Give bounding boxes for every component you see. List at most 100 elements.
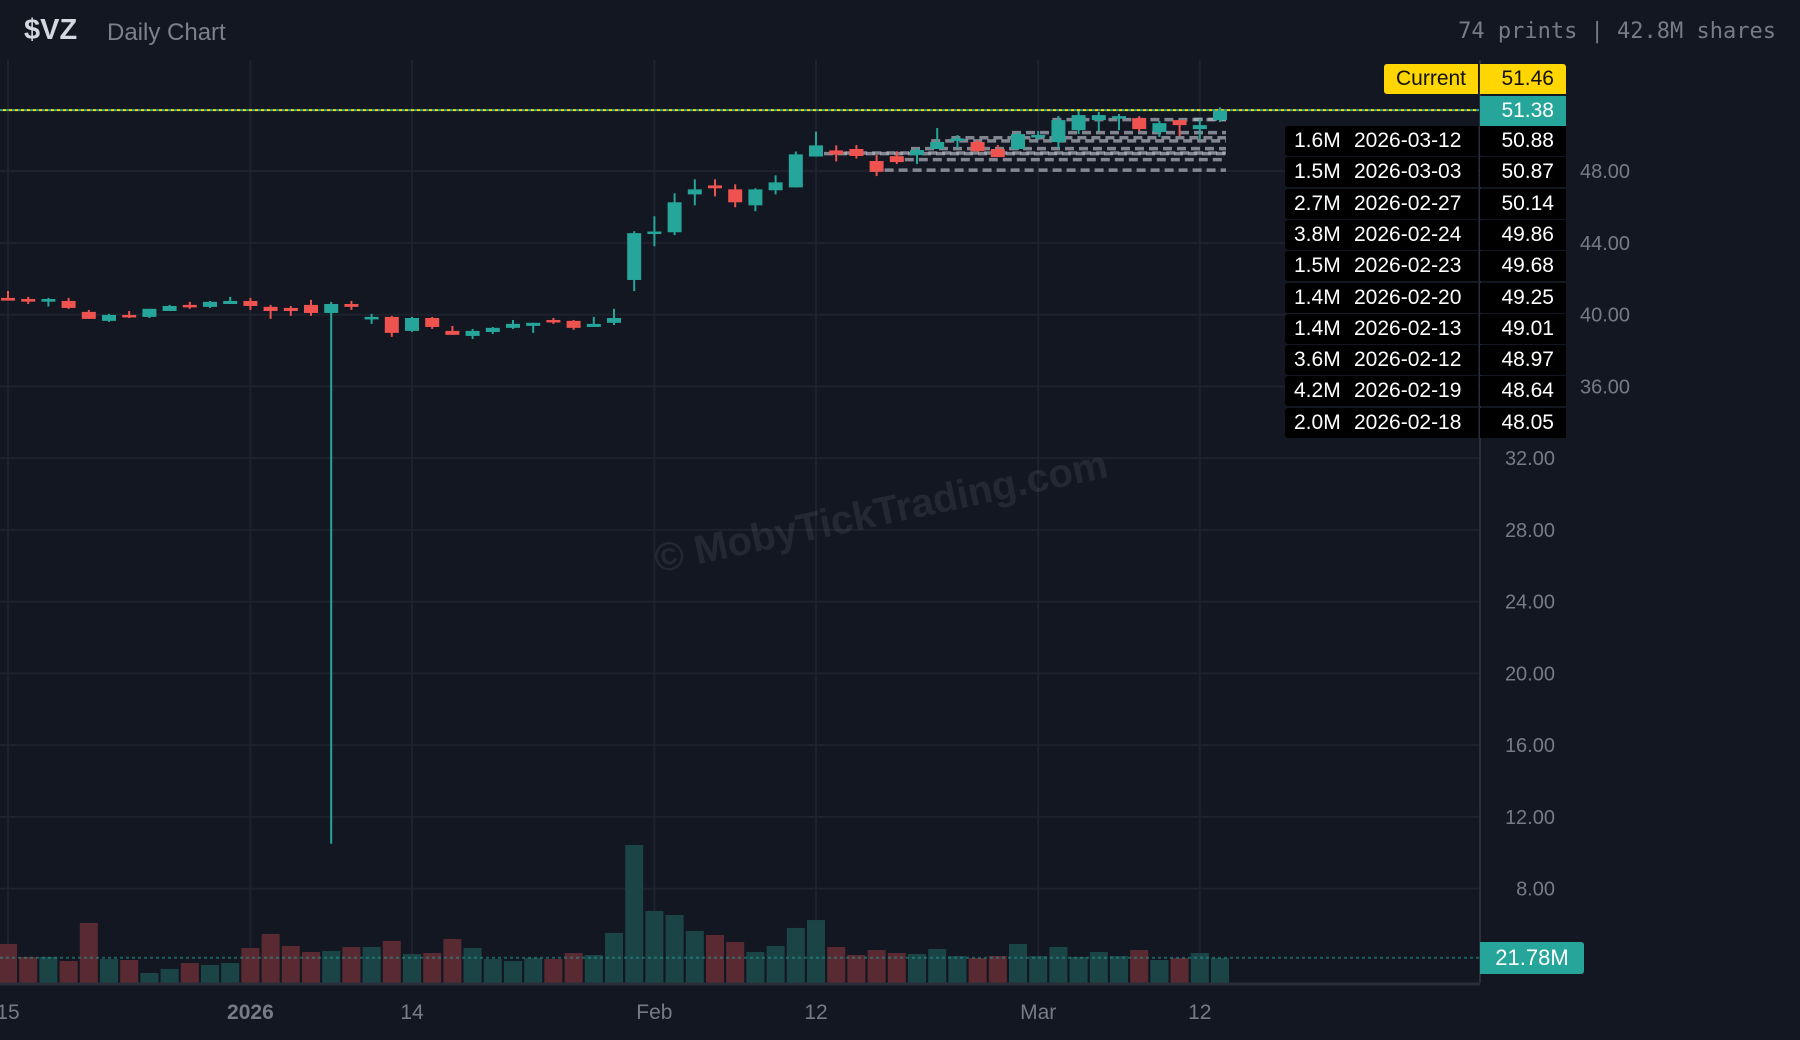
print-row: 1.5M 2026-03-03	[1285, 157, 1478, 188]
print-price: 49.68	[1480, 251, 1566, 282]
candle-body	[768, 182, 783, 191]
candle	[788, 151, 803, 188]
candle-body	[1172, 120, 1187, 126]
candle	[1112, 114, 1126, 131]
print-price: 50.14	[1480, 188, 1566, 219]
volume-bar	[766, 945, 785, 983]
current-price-label: Current	[1384, 64, 1478, 94]
candle-body	[122, 314, 137, 318]
candles	[1, 107, 1227, 844]
candle	[647, 216, 662, 247]
print-date: 2026-02-18	[1354, 410, 1462, 434]
candle	[910, 148, 924, 165]
price-tick-label: 8.00	[1516, 879, 1555, 901]
candle	[748, 188, 763, 212]
print-row: 2.0M 2026-02-18	[1285, 407, 1478, 438]
volume-bar	[160, 968, 179, 983]
candle	[889, 151, 904, 165]
volume-bar	[382, 940, 401, 983]
price-tick-label: 16.00	[1505, 735, 1555, 757]
candle	[950, 135, 965, 149]
candle-body	[506, 323, 520, 328]
volume-bar	[1069, 956, 1088, 983]
prints-summary: 74 prints | 42.8M shares	[1458, 19, 1776, 44]
volume-bar	[504, 961, 522, 983]
candle-body	[344, 303, 359, 307]
price-tick-label: 48.00	[1580, 161, 1630, 183]
candle-body	[162, 305, 177, 311]
candle	[223, 296, 238, 304]
candle	[364, 313, 379, 324]
candle-body	[607, 317, 621, 323]
volume-bar	[362, 946, 381, 983]
print-size: 4.2M	[1294, 379, 1341, 403]
candle-body	[41, 298, 56, 302]
price-tick-label: 44.00	[1580, 233, 1630, 255]
candle	[869, 155, 884, 177]
candle	[81, 309, 96, 319]
print-date: 2026-02-20	[1354, 285, 1462, 309]
candle-body	[384, 316, 399, 333]
volume-bar	[140, 973, 159, 983]
candle	[990, 145, 1005, 158]
print-row: 3.8M 2026-02-24	[1285, 219, 1478, 250]
volume-bar	[39, 956, 58, 983]
candle-body	[1192, 125, 1207, 130]
print-date: 2026-03-12	[1354, 129, 1462, 152]
candle-body	[1112, 116, 1126, 119]
print-price: 50.88	[1480, 126, 1566, 156]
print-price: 48.64	[1480, 376, 1566, 407]
volume-bar	[241, 948, 260, 983]
print-size: 2.7M	[1294, 191, 1341, 215]
candle-body	[950, 138, 965, 141]
volume-bar	[281, 945, 300, 983]
candle-body	[203, 301, 217, 307]
average-volume-badge: 21.78M	[1480, 942, 1584, 974]
print-price: 49.01	[1480, 313, 1566, 344]
print-levels	[0, 109, 1480, 172]
candle-body	[364, 316, 379, 320]
candle	[384, 315, 399, 337]
volume-bar	[443, 938, 462, 983]
volume-bar	[948, 956, 967, 983]
volume-bar	[302, 951, 320, 983]
candle-body	[1, 297, 15, 301]
candle	[122, 310, 137, 318]
price-tick-label: 40.00	[1580, 305, 1630, 327]
candle	[526, 322, 541, 333]
candle-body	[849, 148, 864, 156]
volume-bar	[180, 963, 199, 983]
candle-body	[990, 148, 1005, 158]
candle-body	[687, 189, 702, 195]
price-tick-label: 36.00	[1580, 376, 1630, 398]
candle	[425, 316, 440, 329]
candle	[243, 297, 258, 310]
candle	[485, 326, 500, 334]
candle	[506, 319, 520, 329]
volume-bar	[564, 953, 583, 983]
candle-body	[485, 327, 500, 332]
date-tick-label: 12	[1188, 1001, 1211, 1024]
print-size: 2.0M	[1294, 410, 1341, 434]
candle	[687, 179, 702, 206]
volume-bar	[403, 953, 421, 983]
price-tick-label: 12.00	[1505, 807, 1555, 829]
print-size: 1.4M	[1294, 316, 1341, 340]
volume-bar	[908, 953, 926, 983]
candle	[708, 179, 722, 197]
price-tick-label: 20.00	[1505, 663, 1555, 685]
print-date: 2026-02-19	[1354, 379, 1462, 403]
candle-body	[627, 233, 642, 280]
volume-bar	[685, 930, 704, 983]
candle-body	[1213, 110, 1227, 121]
candle-body	[102, 314, 116, 321]
candle	[627, 231, 642, 292]
print-size: 1.4M	[1294, 285, 1341, 309]
volume-bar	[19, 956, 38, 983]
volume-bar	[706, 935, 724, 983]
volume-bar	[746, 951, 765, 983]
candle-body	[243, 300, 258, 306]
candle-body	[809, 145, 823, 157]
candle-body	[869, 161, 884, 172]
